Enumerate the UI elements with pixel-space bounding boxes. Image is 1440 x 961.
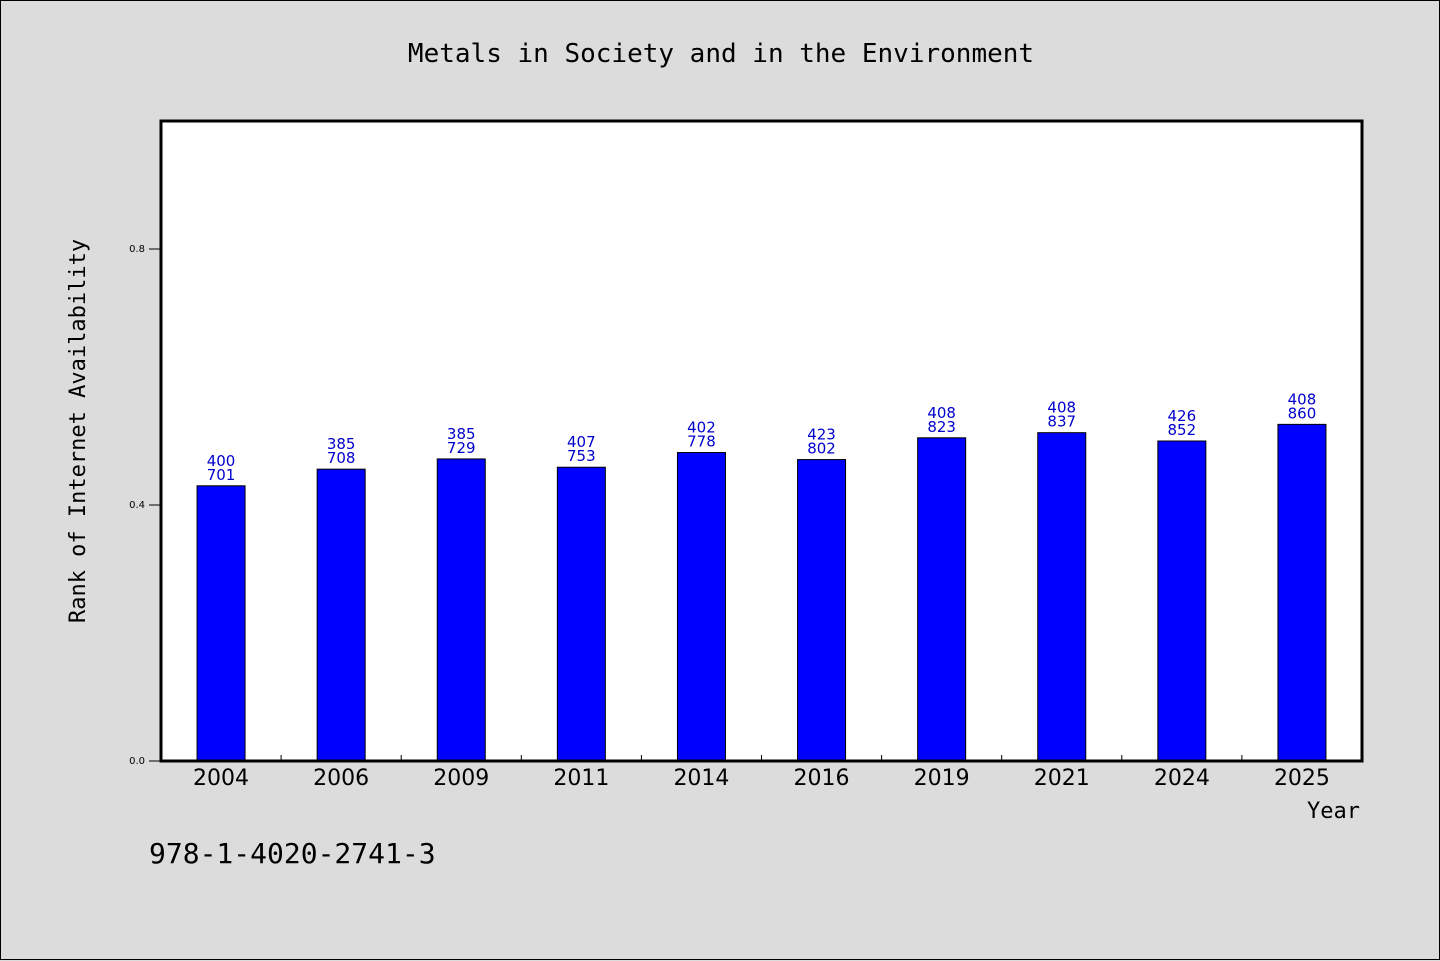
y-tick-label-0.8: 0.8 [129, 244, 145, 255]
x-axis-label: Year [1307, 799, 1360, 824]
bar-2016 [797, 459, 847, 762]
x-tick-label-2024: 2024 [1154, 766, 1210, 791]
bar-2025 [1277, 423, 1327, 762]
data-label-bottom-2019: 823 [927, 418, 956, 436]
plot-border [159, 119, 1364, 763]
y-tick-label-0.4: 0.4 [129, 500, 145, 511]
bar-2004 [196, 485, 246, 762]
bar-2014 [676, 452, 726, 762]
axis-ticks: 2004 2006 2009 2011 2014 2016 2019 2021 2024 2025… [129, 244, 1330, 791]
bar-2009 [436, 458, 486, 762]
data-label-top-2019: 408 [927, 404, 956, 422]
bar-2011 [556, 466, 606, 762]
x-tick-label-2019: 2019 [914, 766, 970, 791]
data-label-top-2006: 385 [327, 435, 356, 453]
x-tick-label-2025: 2025 [1274, 766, 1330, 791]
data-label-bottom-2016: 802 [807, 440, 836, 458]
data-label-bottom-2021: 837 [1047, 413, 1076, 431]
data-label-bottom-2014: 778 [687, 433, 716, 451]
data-label-bottom-2025: 860 [1288, 404, 1317, 422]
x-tick-label-2006: 2006 [313, 766, 369, 791]
x-tick-label-2009: 2009 [433, 766, 489, 791]
bar-2006 [316, 468, 366, 762]
isbn-footer: 978-1-4020-2741-3 [149, 837, 436, 870]
y-axis-label: Rank of Internet Availability [66, 239, 91, 623]
x-tick-label-2014: 2014 [673, 766, 729, 791]
bar-2024 [1157, 440, 1207, 762]
data-label-bottom-2011: 753 [567, 447, 596, 465]
data-label-top-2016: 423 [807, 426, 836, 444]
data-label-top-2014: 402 [687, 419, 716, 437]
data-label-bottom-2024: 852 [1168, 421, 1197, 439]
x-tick-label-2016: 2016 [794, 766, 850, 791]
data-label-top-2024: 426 [1168, 407, 1197, 425]
x-tick-label-2004: 2004 [193, 766, 249, 791]
chart-title: Metals in Society and in the Environment [408, 39, 1034, 69]
data-label-bottom-2004: 701 [207, 466, 236, 484]
x-tick-label-2011: 2011 [553, 766, 609, 791]
data-label-bottom-2006: 708 [327, 449, 356, 467]
bar-group [196, 423, 1327, 762]
data-label-bottom-2009: 729 [447, 439, 476, 457]
data-label-top-2009: 385 [447, 425, 476, 443]
data-label-top-2004: 400 [207, 452, 236, 470]
bar-2019 [917, 437, 967, 762]
x-tick-label-2021: 2021 [1034, 766, 1090, 791]
data-label-top-2021: 408 [1047, 399, 1076, 417]
data-label-top-2011: 407 [567, 433, 596, 451]
y-tick-label-0.0: 0.0 [129, 756, 145, 767]
data-label-top-2025: 408 [1288, 390, 1317, 408]
bar-2021 [1037, 432, 1087, 762]
